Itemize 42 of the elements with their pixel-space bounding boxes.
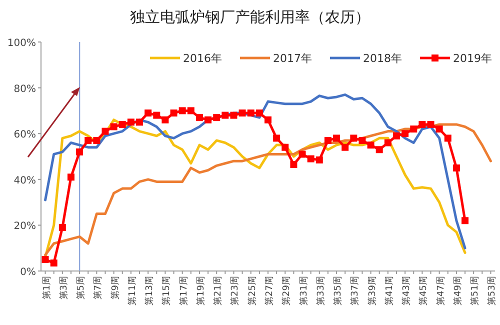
legend-item: 2017年 [240,52,312,65]
x-tick-label: 第29周 [281,276,292,306]
legend-label: 2019年 [453,52,492,65]
legend-item: 2018年 [330,52,402,65]
x-tick-label: 第17周 [178,276,190,306]
x-tick-label: 第15周 [161,276,172,306]
x-tick-label: 第39周 [366,276,378,306]
y-tick-label: 100% [7,38,36,49]
x-tick-label: 第37周 [350,276,361,306]
x-tick-label: 第43周 [401,276,412,306]
legend-item: 2016年 [150,52,222,65]
x-tick-label: 第13周 [144,276,156,306]
x-tick-label: 第7周 [92,276,104,300]
title: 独立电弧炉钢厂产能利用率（农历） [130,8,370,26]
legend-label: 2016年 [183,52,222,65]
x-tick-label: 第45周 [418,276,430,306]
x-tick-label: 第9周 [110,276,121,300]
y-tick-label: 40% [14,175,36,186]
x-tick-label: 第49周 [452,276,464,306]
x-tick-label: 第27周 [264,276,275,306]
x-tick-label: 第33周 [315,276,326,306]
x-tick-label: 第53周 [486,276,498,306]
x-tick-label: 第21周 [212,276,224,306]
x-tick-label: 第5周 [76,276,87,300]
x-tick-label: 第23周 [230,276,241,306]
legend-label: 2017年 [273,52,312,65]
y-tick-label: 60% [14,130,36,141]
legend-label: 2018年 [363,52,402,65]
legend-item: 2019年 [420,52,492,65]
y-tick-label: 20% [14,221,36,232]
y-tick-label: 80% [14,84,36,95]
x-tick-label: 第11周 [126,276,138,306]
x-tick-label: 第41周 [384,276,395,306]
x-tick-label: 第1周 [41,276,52,300]
y-tick-label: 0% [20,267,36,278]
x-tick-label: 第19周 [195,276,206,306]
x-tick-label: 第31周 [298,276,310,306]
x-tick-label: 第51周 [470,276,481,306]
x-tick-label: 第35周 [332,276,344,306]
x-tick-label: 第25周 [246,276,258,306]
x-tick-label: 第3周 [58,276,70,300]
x-tick-label: 第47周 [435,276,446,306]
